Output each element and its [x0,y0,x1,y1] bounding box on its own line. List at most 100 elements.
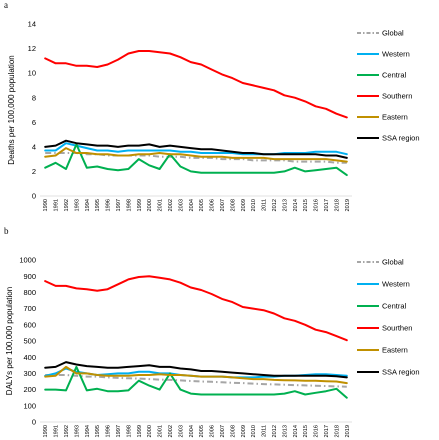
x-tick-label: 2001 [158,425,164,437]
legend-label: Global [382,29,404,38]
x-tick-label: 2004 [189,199,195,211]
legend-item: Eastern [357,346,408,355]
chart-a: 0 2 4 6 8 10 12 14 1990 1991 1992 1993 1994 1995 1996… [7,20,420,212]
x-tick-label: 1993 [74,199,80,211]
legend-label: Western [382,280,410,289]
y-tick-label: 10 [28,69,36,78]
y-tick-label: 8 [32,93,36,102]
series-line-global [45,374,347,388]
x-tick-label: 2010 [251,425,257,437]
x-tick-label: 2002 [168,199,174,211]
chart-a-ylabel: Deaths per 100,000 population [7,55,16,164]
x-tick-label: 2009 [241,199,247,211]
x-tick-label: 1996 [106,425,112,437]
legend-item: Western [357,50,410,59]
x-tick-label: 1992 [64,425,70,437]
x-tick-label: 1991 [54,199,60,211]
x-tick-label: 1998 [126,199,132,211]
legend-item: Global [357,258,404,267]
x-tick-label: 2008 [230,425,236,437]
chart-b-legend: Global Western Central Sourthen Eastern SSA r… [357,258,420,377]
x-tick-label: 2014 [293,199,299,211]
y-tick-label: 0 [32,192,36,201]
series-line-ssa-region [44,139,348,159]
legend-item: Western [357,280,410,289]
x-tick-label: 2016 [314,425,320,437]
series-line-central [44,143,348,177]
legend-item: SSA region [357,134,420,143]
x-tick-label: 2003 [178,425,184,437]
x-tick-label: 2017 [324,199,330,211]
x-tick-label: 2013 [282,199,288,211]
x-tick-label: 2018 [334,199,340,211]
x-tick-label: 1998 [126,425,132,437]
y-tick-label: 200 [23,385,36,394]
x-tick-label: 1995 [95,425,101,437]
legend-label: SSA region [382,134,420,143]
y-tick-label: 6 [32,118,36,127]
x-tick-label: 2012 [272,425,278,437]
y-tick-label: 14 [28,20,36,29]
y-tick-label: 1000 [19,256,36,265]
chart-a-legend: Global Western Central Southern Eastern SSA r… [357,29,420,143]
x-tick-label: 1999 [137,199,143,211]
x-tick-label: 2006 [210,425,216,437]
chart-a-xticks: 1990 1991 1992 1993 1994 1995 1996 1997 1998 1999… [40,195,352,211]
panel-letter-b: b [4,226,9,236]
y-tick-label: 800 [23,288,36,297]
x-tick-label: 1994 [85,425,91,437]
y-tick-label: 0 [32,418,36,427]
x-tick-label: 2006 [210,199,216,211]
legend-item: Central [357,302,407,311]
x-tick-label: 1991 [54,425,60,437]
y-tick-label: 400 [23,353,36,362]
x-tick-label: 2017 [324,425,330,437]
x-tick-label: 2004 [189,425,195,437]
series-line-sourthen [44,275,348,342]
y-tick-label: 2 [32,167,36,176]
legend-label: Central [382,71,407,80]
x-tick-label: 1994 [85,199,91,211]
legend-label: Central [382,302,407,311]
legend-item: Sourthen [357,324,412,333]
series-line-ssa-region [44,361,348,379]
x-tick-label: 2007 [220,199,226,211]
x-tick-label: 2018 [334,425,340,437]
y-tick-label: 12 [28,44,36,53]
x-tick-label: 2015 [303,425,309,437]
legend-item: Eastern [357,113,408,122]
chart-b-xticks: 1990 1991 1992 1993 1994 1995 1996 1997 1998 1999… [40,421,352,437]
y-tick-label: 900 [23,272,36,281]
legend-label: Global [382,258,404,267]
x-tick-label: 2019 [345,199,351,211]
x-tick-label: 1992 [64,199,70,211]
x-tick-label: 2000 [147,199,153,211]
y-tick-label: 4 [32,142,36,151]
series-line-eastern [44,147,348,163]
series-line-central [44,365,348,399]
series-line-eastern [44,365,348,385]
x-tick-label: 2000 [147,425,153,437]
x-tick-label: 2001 [158,199,164,211]
legend-label: Southern [382,92,412,101]
x-tick-label: 1990 [43,199,49,211]
x-tick-label: 2002 [168,425,174,437]
x-tick-label: 1990 [43,425,49,437]
x-tick-label: 2014 [293,425,299,437]
x-tick-label: 2003 [178,199,184,211]
chart-a-yticks: 0 2 4 6 8 10 12 14 [28,20,36,201]
x-tick-label: 2007 [220,425,226,437]
legend-item: Central [357,71,407,80]
legend-label: Sourthen [382,324,412,333]
legend-item: Southern [357,92,412,101]
x-tick-label: 2012 [272,199,278,211]
x-tick-label: 2015 [303,199,309,211]
x-tick-label: 2019 [345,425,351,437]
panel-letter-a: a [4,0,8,10]
legend-label: Western [382,50,410,59]
x-tick-label: 2013 [282,425,288,437]
x-tick-label: 1993 [74,425,80,437]
x-tick-label: 1997 [116,199,122,211]
series-line-southern [44,50,348,119]
